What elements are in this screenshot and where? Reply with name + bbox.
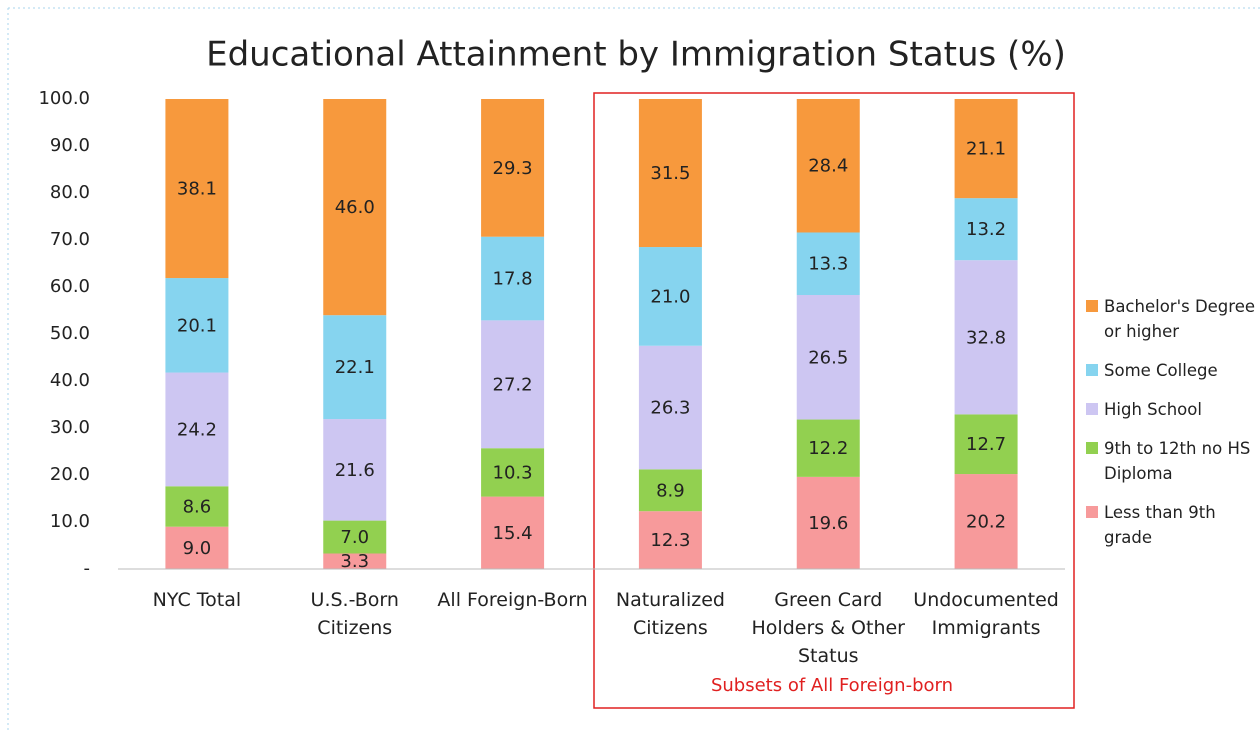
legend-item: Less than 9th grade — [1086, 500, 1256, 550]
data-label: 15.4 — [493, 523, 533, 544]
data-label: 12.2 — [808, 438, 848, 459]
bar-segment — [323, 553, 387, 569]
bar-segment — [165, 526, 229, 569]
bar-segment — [323, 520, 387, 554]
data-label: 19.6 — [808, 513, 848, 534]
data-label: 12.7 — [966, 434, 1006, 455]
y-tick-label: 40.0 — [50, 370, 90, 391]
bar-segment — [954, 474, 1018, 569]
y-tick-label: 20.0 — [50, 464, 90, 485]
data-label: 13.3 — [808, 254, 848, 275]
data-label: 20.1 — [177, 315, 217, 336]
legend-swatch — [1086, 300, 1098, 312]
data-label: 10.3 — [493, 462, 533, 483]
legend-swatch — [1086, 403, 1098, 415]
data-label: 26.3 — [650, 398, 690, 419]
legend-label: 9th to 12th no HS Diploma — [1104, 439, 1251, 483]
y-tick-label: 60.0 — [50, 276, 90, 297]
y-tick-label: 30.0 — [50, 417, 90, 438]
bar-segment — [323, 315, 387, 420]
data-label: 7.0 — [340, 527, 369, 548]
data-label: 9.0 — [183, 538, 212, 559]
bar-segment — [638, 469, 702, 512]
data-label: 13.2 — [966, 219, 1006, 240]
data-label: 12.3 — [650, 530, 690, 551]
data-label: 46.0 — [335, 197, 375, 218]
bar-segment — [638, 247, 702, 346]
x-tick-label: Green Card Holders & Other Status — [751, 589, 906, 667]
legend-item: 9th to 12th no HS Diploma — [1086, 436, 1256, 486]
bar-segment — [481, 496, 545, 569]
bar-segment — [796, 476, 860, 569]
y-tick-label: 10.0 — [50, 511, 90, 532]
data-label: 21.1 — [966, 139, 1006, 160]
y-tick-label: 100.0 — [38, 88, 90, 109]
bar-segment — [954, 198, 1018, 261]
bar-segment — [796, 294, 860, 420]
bar-segment — [481, 448, 545, 497]
data-label: 38.1 — [177, 179, 217, 200]
legend-item: Bachelor's Degree or higher — [1086, 294, 1256, 344]
data-label: 32.8 — [966, 327, 1006, 348]
data-label: 29.3 — [493, 158, 533, 179]
bar-segment — [323, 99, 387, 316]
bar-segment — [165, 278, 229, 373]
y-tick-label: 50.0 — [50, 323, 90, 344]
bar-segment — [796, 419, 860, 477]
y-tick-label: 70.0 — [50, 229, 90, 250]
data-label: 3.3 — [340, 551, 369, 572]
x-tick-label: Naturalized Citizens — [615, 589, 725, 639]
data-label: 21.0 — [650, 286, 690, 307]
data-label: 8.6 — [183, 496, 212, 517]
legend-swatch — [1086, 506, 1098, 518]
bar-segment — [481, 236, 545, 321]
legend-label: High School — [1104, 400, 1202, 419]
chart-title: Educational Attainment by Immigration St… — [206, 35, 1066, 75]
bar-segment — [954, 414, 1018, 475]
data-label: 26.5 — [808, 347, 848, 368]
bar-segment — [165, 372, 229, 487]
data-label: 28.4 — [808, 156, 848, 177]
y-tick-label: 90.0 — [50, 135, 90, 156]
bar-segment — [323, 419, 387, 521]
bar-segment — [481, 99, 545, 237]
legend-label: Less than 9th grade — [1104, 503, 1216, 547]
bar-segment — [796, 232, 860, 295]
x-tick-label: U.S.-Born Citizens — [310, 589, 399, 639]
legend-label: Bachelor's Degree or higher — [1104, 297, 1256, 341]
data-label: 27.2 — [493, 374, 533, 395]
y-tick-label: 80.0 — [50, 182, 90, 203]
x-tick-label: NYC Total — [152, 589, 242, 611]
legend-item: High School — [1086, 397, 1256, 422]
bar-segment — [954, 260, 1018, 415]
data-label: 8.9 — [656, 480, 685, 501]
bar-segment — [638, 99, 702, 248]
data-label: 31.5 — [650, 163, 690, 184]
bar-segment — [796, 99, 860, 233]
y-tick-label: - — [84, 558, 91, 579]
legend-swatch — [1086, 442, 1098, 454]
legend-swatch — [1086, 364, 1098, 376]
bar-segment — [481, 320, 545, 449]
bar-segment — [638, 345, 702, 470]
bar-segment — [165, 99, 229, 279]
bar-segment — [165, 486, 229, 527]
legend-item: Some College — [1086, 358, 1256, 383]
data-label: 24.2 — [177, 419, 217, 440]
x-tick-label: Undocumented Immigrants — [913, 589, 1059, 639]
data-label: 20.2 — [966, 512, 1006, 533]
legend-label: Some College — [1104, 361, 1218, 380]
legend: Bachelor's Degree or higher Some College H… — [1086, 294, 1256, 550]
annotation: Subsets of All Foreign-born — [711, 675, 953, 696]
subset-box — [593, 92, 1075, 709]
data-label: 21.6 — [335, 460, 375, 481]
x-tick-label: All Foreign-Born — [437, 589, 588, 611]
data-label: 22.1 — [335, 357, 375, 378]
data-label: 17.8 — [493, 269, 533, 290]
bar-segment — [954, 99, 1018, 199]
bar-segment — [638, 511, 702, 569]
